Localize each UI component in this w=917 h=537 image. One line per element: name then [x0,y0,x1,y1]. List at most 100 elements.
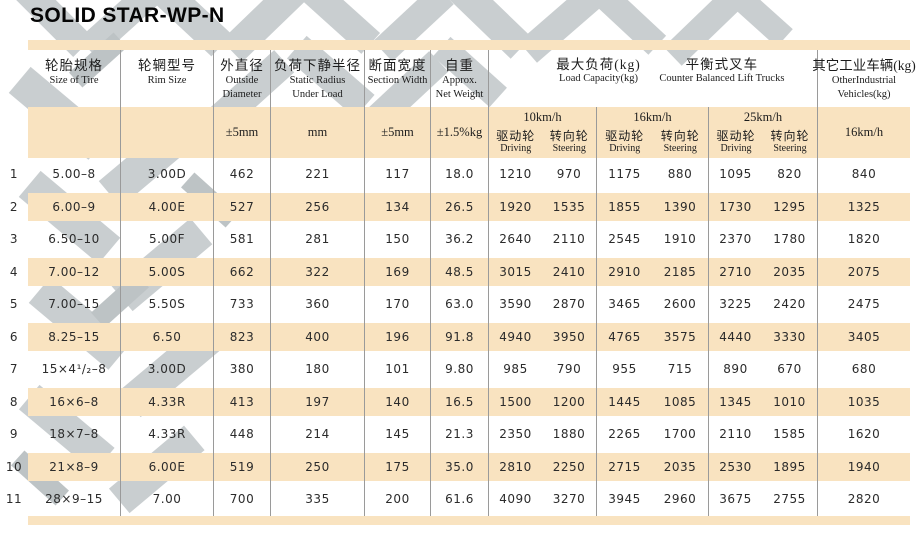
cell-s25: 820 [777,167,802,182]
cell-d25: 3225 [708,288,762,321]
unit-rim-empty [120,107,213,158]
header-net-weight: 自重 Approx. Net Weight [430,50,488,107]
cell-d16: 2715 [596,450,652,483]
cell-s10: 1200 [542,386,596,419]
cell-nw: 61.6 [430,483,488,516]
cell-rim: 3.00D [120,158,213,191]
header-load-capacity: 最大负荷(kg) Load Capacity(kg) [556,56,641,86]
cell-size: 8.25–15 [28,321,120,354]
row-number: 5 [9,297,19,312]
cell-s25: 670 [777,362,802,377]
cell-s10: 2250 [542,451,596,484]
cell-other: 1620 [817,418,910,451]
cell-nw: 63.0 [430,288,488,321]
cell-size: 7.00–12 [28,256,120,289]
cell-d10: 2350 [488,418,542,451]
header-outside-diameter-cn: 外直径 [220,58,264,73]
cell-od: 662 [213,255,270,288]
cell-s16: 880 [667,167,693,182]
cell-sw: 200 [364,483,430,516]
unit-section-width: ±5mm [364,107,430,158]
driving-cn: 驱动轮 [496,128,536,143]
cell-size: 16×6–8 [28,386,120,419]
table-top-band [28,40,910,50]
cell-d16: 2545 [596,223,652,256]
row-number: 6 [9,329,19,344]
driving-cn: 驱动轮 [716,128,756,143]
speed-label-16kmh: 16km/h [633,110,672,124]
steering-cn: 转向轮 [549,128,589,143]
cell-sw: 175 [364,450,430,483]
header-counter-balanced-cn: 平衡式叉车 [685,57,759,72]
cell-sw: 170 [364,288,430,321]
cell-d25: 2710 [708,255,762,288]
cell-s25: 1780 [773,232,806,247]
driving-en: Driving [720,142,752,154]
unit-other-industrial: 16km/h [817,107,910,158]
cell-sr: 256 [270,190,364,223]
cell-s10: 2870 [552,297,586,312]
cell-other: 1820 [817,223,910,256]
cell-rim: 5.50S [120,288,213,321]
cell-od: 733 [213,288,270,321]
row-number: 3 [9,232,19,247]
speed-group-25kmh: 25km/h 驱动轮 Driving 转向轮 Steering [708,107,817,158]
cell-sr: 335 [270,483,364,516]
header-rim-size-cn: 轮辋型号 [138,58,196,73]
cell-d25: 2110 [708,418,762,451]
cell-s10: 1535 [542,191,596,224]
cell-s16: 1085 [652,386,708,419]
cell-rim: 4.33R [120,418,213,451]
cell-s10: 3950 [542,321,596,354]
cell-sw: 150 [364,223,430,256]
cell-size: 28×9–15 [45,492,103,507]
steering-en: Steering [552,142,586,154]
header-outside-diameter: 外直径 Outside Diameter [213,50,270,107]
steering-cn: 转向轮 [770,128,810,143]
cell-other: 1035 [817,385,910,418]
header-other-industrial: 其它工业车辆(kg) OtherIndustrial Vehicles(kg) [812,50,916,107]
header-other-industrial-en2: Vehicles(kg) [837,88,891,100]
cell-d16: 1855 [596,190,652,223]
header-size-of-tire: 轮胎规格 Size of Tire [28,50,120,107]
driving-en: Driving [500,142,532,154]
cell-size: 21×8–9 [28,451,120,484]
speed-label-10kmh: 10km/h [523,110,562,124]
header-section-width: 断面宽度 Section Width [364,50,430,107]
cell-d10: 985 [488,353,542,386]
header-other-industrial-cn: 其它工业车辆(kg) [812,58,916,73]
driving-wheel-25: 驱动轮 Driving [709,125,763,158]
cell-d16: 3465 [596,288,652,321]
cell-s10: 970 [556,167,582,182]
header-counter-balanced-en: Counter Balanced Lift Trucks [659,73,785,84]
cell-other: 840 [817,158,910,191]
header-size-of-tire-cn: 轮胎规格 [45,58,103,73]
cell-d25: 1095 [708,158,762,191]
driving-en: Driving [609,142,641,154]
header-load-capacity-cn: 最大负荷(kg) [556,57,641,72]
cell-s25: 2755 [773,492,806,507]
cell-od: 413 [213,385,270,418]
cell-od: 527 [213,190,270,223]
cell-nw: 16.5 [430,385,488,418]
cell-d16: 1445 [596,385,652,418]
cell-d25: 1345 [708,385,762,418]
driving-wheel-10: 驱动轮 Driving [489,125,543,158]
cell-rim: 3.00D [120,353,213,386]
row-number: 11 [5,492,23,507]
cell-od: 380 [213,353,270,386]
header-outside-diameter-en1: Outside [225,75,259,86]
cell-s10: 1880 [552,427,586,442]
cell-sr: 322 [270,255,364,288]
cell-d10: 1210 [488,158,542,191]
cell-nw: 91.8 [430,320,488,353]
cell-sr: 180 [270,353,364,386]
cell-s16: 3575 [652,321,708,354]
unit-net-weight: ±1.5%kg [430,107,488,158]
header-net-weight-cn: 自重 [445,58,474,73]
header-size-of-tire-en: Size of Tire [49,75,99,86]
cell-s10: 2410 [542,256,596,289]
cell-sr: 281 [270,223,364,256]
cell-s10: 3270 [552,492,586,507]
cell-d10: 4940 [488,320,542,353]
